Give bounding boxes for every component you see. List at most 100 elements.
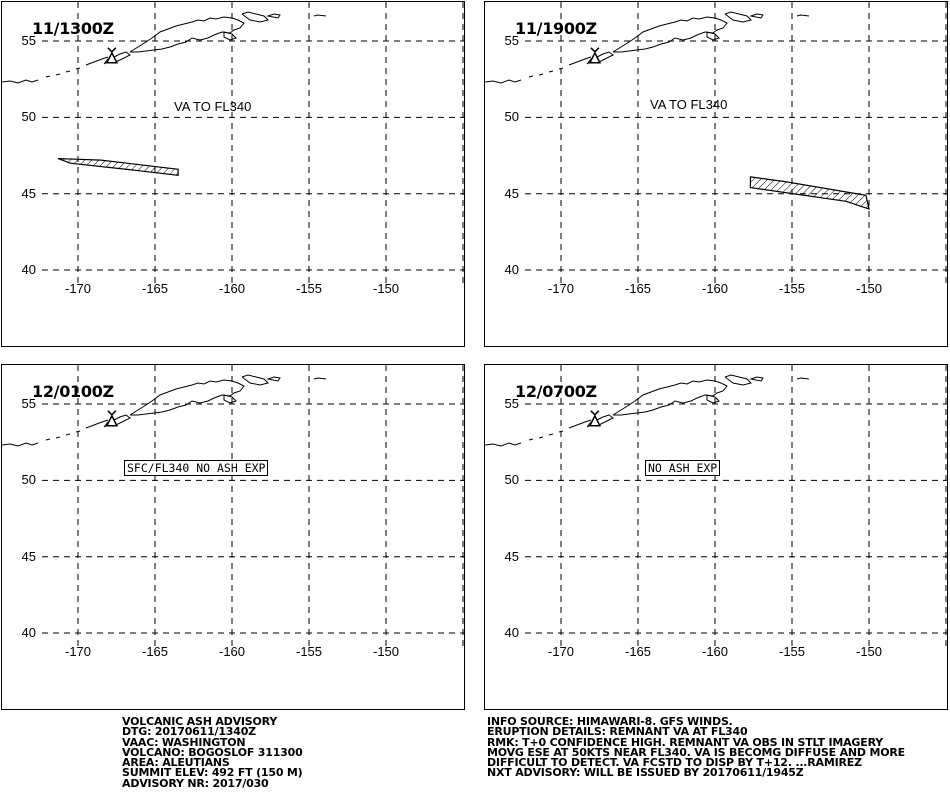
coastline: [45, 67, 81, 78]
latitude-tick-label: 50: [21, 472, 36, 488]
advisory-line: ADVISORY NR: 2017/030: [122, 776, 269, 790]
longitude-tick-label: -160: [701, 644, 729, 659]
coastline: [612, 16, 728, 53]
forecast-panel-t12: 12/0100Z SFC/FL340 NO ASH EXP -170 -165 -1…: [1, 364, 465, 710]
coastline: [706, 31, 720, 41]
latitude-tick-label: 40: [504, 625, 519, 641]
latitude-tick-label: 45: [21, 548, 36, 564]
advisory-line: INFO SOURCE: HIMAWARI-8. GFS WINDS.: [487, 715, 733, 728]
no-ash-box: SFC/FL340 NO ASH EXP: [124, 460, 269, 476]
volcano-triangle-icon: [588, 410, 602, 427]
coastline: [528, 430, 564, 441]
longitude-tick-label: -170: [64, 281, 92, 296]
longitude-tick-label: -155: [778, 281, 806, 296]
longitude-tick-label: -160: [218, 644, 246, 659]
map-canvas: [485, 365, 947, 648]
coastline: [223, 394, 237, 404]
coastline: [129, 379, 245, 416]
coastline: [313, 377, 327, 380]
volcano-triangle-icon: [105, 47, 119, 64]
advisory-line: RMK: T+0 CONFIDENCE HIGH. REMNANT VA OBS…: [487, 735, 884, 749]
longitude-tick-label: -150: [855, 281, 883, 296]
longitude-tick-label: -160: [701, 281, 729, 296]
ash-cloud-polygon: [57, 157, 179, 177]
latitude-tick-label: 45: [504, 548, 519, 564]
advisory-line: VOLCANO: BOGOSLOF 311300: [122, 745, 303, 759]
latitude-tick-label: 50: [504, 109, 519, 125]
longitude-tick-label: -155: [295, 644, 323, 659]
coastline: [2, 442, 39, 447]
coastline: [85, 56, 109, 66]
ash-height-note: VA TO FL340: [650, 97, 728, 112]
coastline: [528, 67, 564, 78]
advisory-line: MOVG ESE AT 50KTS NEAR FL340. VA IS BECO…: [487, 745, 905, 759]
longitude-tick-label: -165: [141, 644, 169, 659]
coastline: [568, 419, 592, 429]
longitude-tick-label: -150: [372, 281, 400, 296]
coastline: [223, 31, 237, 41]
advisory-line: AREA: ALEUTIANS: [122, 756, 230, 770]
advisory-line: ERUPTION DETAILS: REMNANT VA AT FL340: [487, 725, 748, 739]
longitude-tick-label: -170: [64, 644, 92, 659]
latitude-tick-label: 55: [504, 33, 519, 48]
coastline: [568, 56, 592, 66]
coastline: [485, 442, 522, 447]
forecast-panel-t0: 11/1300Z VA TO FL340 -170 -165 -160 -155 -15…: [1, 1, 465, 347]
map-canvas: [485, 2, 947, 285]
coastline: [724, 374, 752, 386]
longitude-tick-label: -155: [295, 281, 323, 296]
coastline: [749, 13, 764, 19]
volcano-triangle-icon: [105, 410, 119, 427]
advisory-line: VOLCANIC ASH ADVISORY: [122, 715, 278, 728]
latitude-tick-label: 45: [504, 185, 519, 201]
coastline: [612, 379, 728, 416]
advisory-line: DIFFICULT TO DETECT. VA FCSTD TO DISP BY…: [487, 756, 862, 770]
longitude-tick-label: -150: [855, 644, 883, 659]
longitude-tick-label: -165: [624, 644, 652, 659]
valid-time-label: 11/1900Z: [515, 19, 597, 38]
latitude-tick-label: 55: [21, 396, 36, 411]
coastline: [724, 11, 752, 23]
advisory-line: VAAC: WASHINGTON: [122, 735, 246, 749]
advisory-details-block: INFO SOURCE: HIMAWARI-8. GFS WINDS. ERUP…: [487, 715, 905, 780]
coastline: [485, 79, 522, 84]
latitude-tick-label: 50: [21, 109, 36, 125]
coastline: [266, 13, 281, 19]
coastline: [129, 16, 245, 53]
forecast-panel-t18: 12/0700Z NO ASH EXP -170 -165 -160 -155 -150…: [484, 364, 948, 710]
valid-time-label: 11/1300Z: [32, 19, 114, 38]
latitude-tick-label: 40: [21, 262, 36, 278]
coastline: [706, 394, 720, 404]
latitude-tick-label: 40: [504, 262, 519, 278]
coastline: [2, 79, 39, 84]
advisory-line: NXT ADVISORY: WILL BE ISSUED BY 20170611…: [487, 766, 804, 780]
latitude-tick-label: 50: [504, 472, 519, 488]
advisory-line: SUMMIT ELEV: 492 FT (150 M): [122, 766, 303, 780]
longitude-tick-label: -150: [372, 644, 400, 659]
latitude-tick-label: 40: [21, 625, 36, 641]
coastline: [796, 377, 810, 380]
longitude-tick-label: -165: [624, 281, 652, 296]
no-ash-box: NO ASH EXP: [645, 460, 721, 476]
latitude-tick-label: 55: [504, 396, 519, 411]
volcano-triangle-icon: [588, 47, 602, 64]
coastline: [313, 14, 327, 17]
ash-cloud-polygon: [749, 176, 870, 210]
latitude-tick-label: 45: [21, 185, 36, 201]
longitude-tick-label: -170: [547, 644, 575, 659]
advisory-header-block: VOLCANIC ASH ADVISORY DTG: 20170611/1340…: [122, 715, 303, 790]
coastline: [749, 376, 764, 382]
longitude-tick-label: -155: [778, 644, 806, 659]
longitude-tick-label: -165: [141, 281, 169, 296]
ash-height-note: VA TO FL340: [174, 99, 252, 114]
map-canvas: [2, 2, 464, 285]
coastline: [241, 374, 269, 386]
valid-time-label: 12/0100Z: [32, 382, 114, 401]
coastline: [796, 14, 810, 17]
longitude-tick-label: -160: [218, 281, 246, 296]
latitude-tick-label: 55: [21, 33, 36, 48]
advisory-line: DTG: 20170611/1340Z: [122, 725, 256, 739]
longitude-tick-label: -170: [547, 281, 575, 296]
coastline: [45, 430, 81, 441]
coastline: [266, 376, 281, 382]
